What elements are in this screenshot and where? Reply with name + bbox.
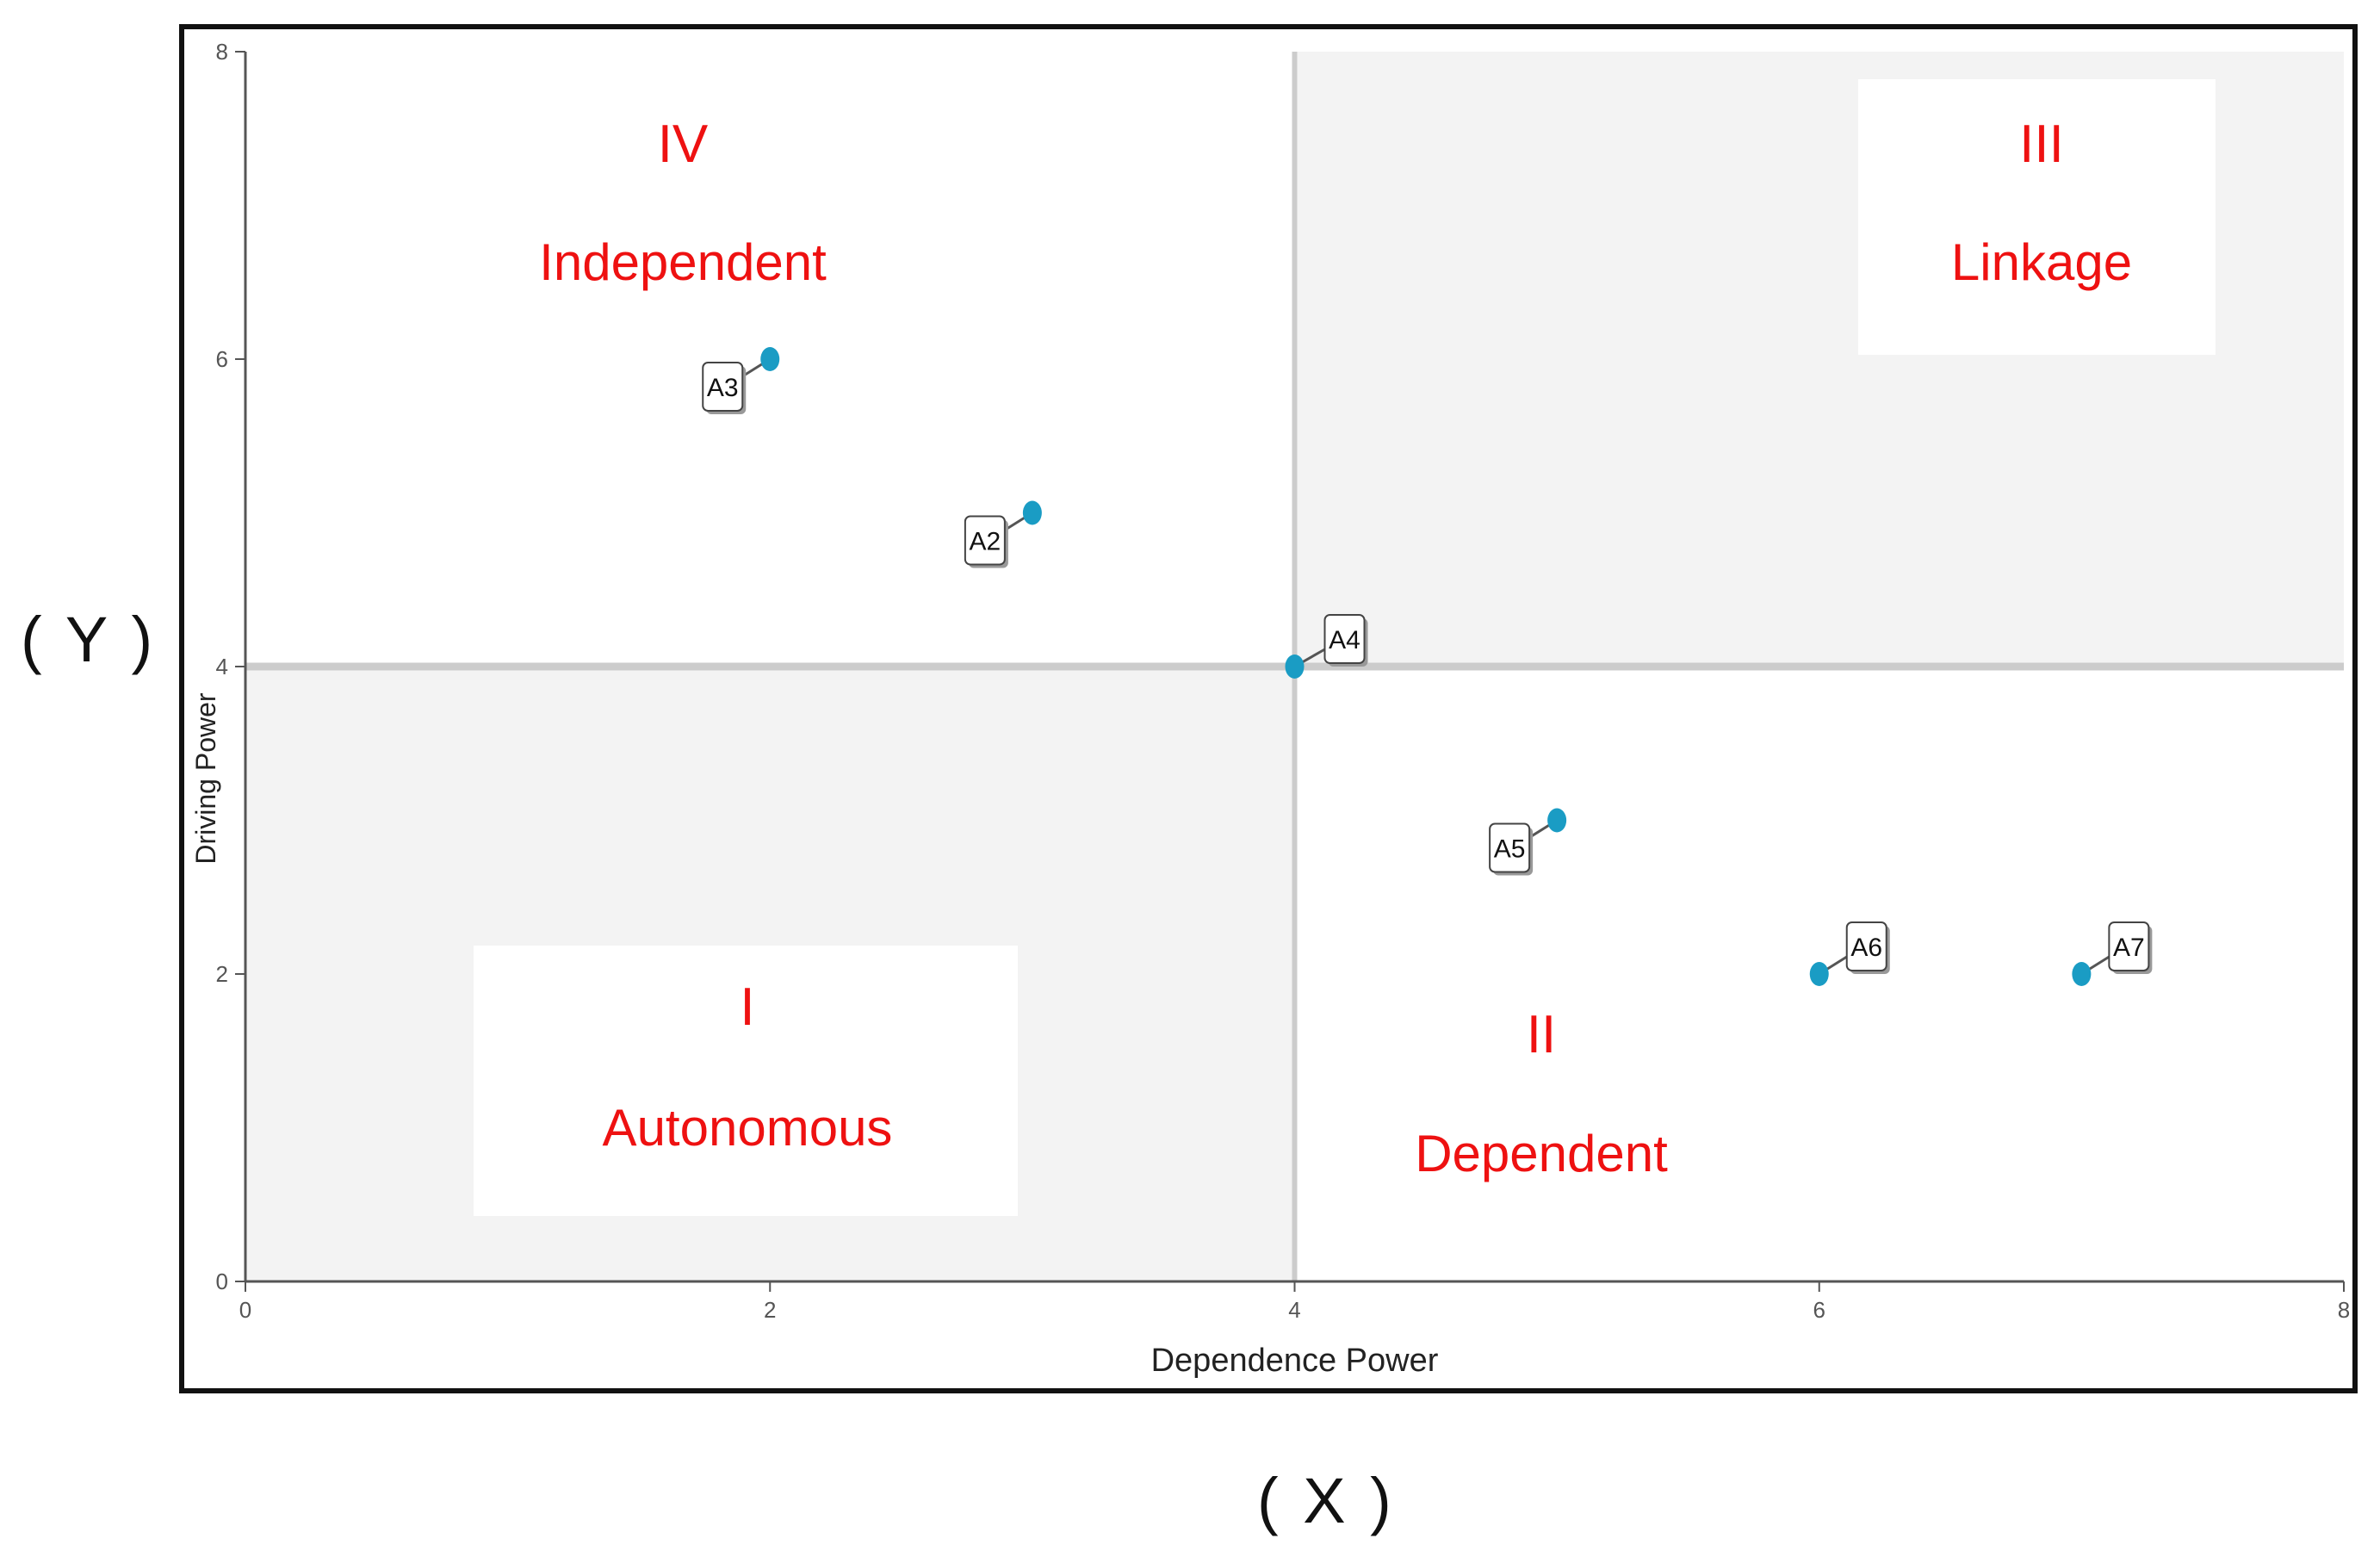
quadrant-name-linkage: Linkage [1951, 233, 2132, 291]
point-label: A4 [1329, 626, 1360, 655]
quadrant-numeral-linkage: III [2019, 115, 2064, 174]
quadrant-label-box-linkage [1858, 79, 2216, 355]
quadrant-name-dependent: Dependent [1415, 1125, 1668, 1182]
data-point [760, 347, 780, 371]
data-point [1809, 962, 1829, 986]
data-point [1022, 500, 1042, 525]
y-tick-label: 4 [216, 654, 228, 679]
y-axis-title: Driving Power [190, 692, 221, 865]
point-label: A6 [1850, 934, 1882, 962]
quadrant-numeral-autonomous: I [740, 977, 754, 1037]
y-tick-label: 8 [216, 39, 228, 65]
x-variable-label: ( X ) [1257, 1465, 1395, 1536]
point-label: A3 [707, 374, 739, 402]
x-axis-title: Dependence Power [1151, 1343, 1439, 1379]
quadrant-numeral-independent: IV [658, 115, 709, 174]
data-point [1285, 655, 1305, 679]
point-label-box [1489, 822, 1531, 873]
quadrant-name-independent: Independent [539, 233, 827, 291]
point-label-box [702, 362, 744, 412]
x-tick-label: 2 [764, 1297, 776, 1323]
point-label-box [1323, 614, 1366, 664]
x-tick-label: 8 [2338, 1297, 2350, 1323]
y-variable-label: ( Y ) [21, 604, 157, 675]
point-label: A5 [1494, 835, 1526, 864]
y-tick-label: 0 [216, 1269, 228, 1294]
point-label-box [1845, 921, 1887, 971]
chart-frame [179, 24, 2358, 1393]
y-tick-label: 2 [216, 961, 228, 987]
point-label: A2 [970, 528, 1001, 556]
quadrant-numeral-dependent: II [1527, 1005, 1556, 1064]
x-tick-label: 0 [239, 1297, 251, 1323]
quadrant-label-box-autonomous [474, 946, 1018, 1216]
y-tick-label: 6 [216, 346, 228, 372]
quadrant-name-autonomous: Autonomous [603, 1099, 893, 1157]
data-point [1547, 808, 1567, 833]
point-label-box [964, 515, 1006, 566]
point-label: A7 [2113, 934, 2145, 962]
point-label-box [2108, 921, 2150, 971]
x-tick-label: 6 [1813, 1297, 1825, 1323]
x-tick-label: 4 [1288, 1297, 1300, 1323]
data-point [2072, 962, 2092, 986]
